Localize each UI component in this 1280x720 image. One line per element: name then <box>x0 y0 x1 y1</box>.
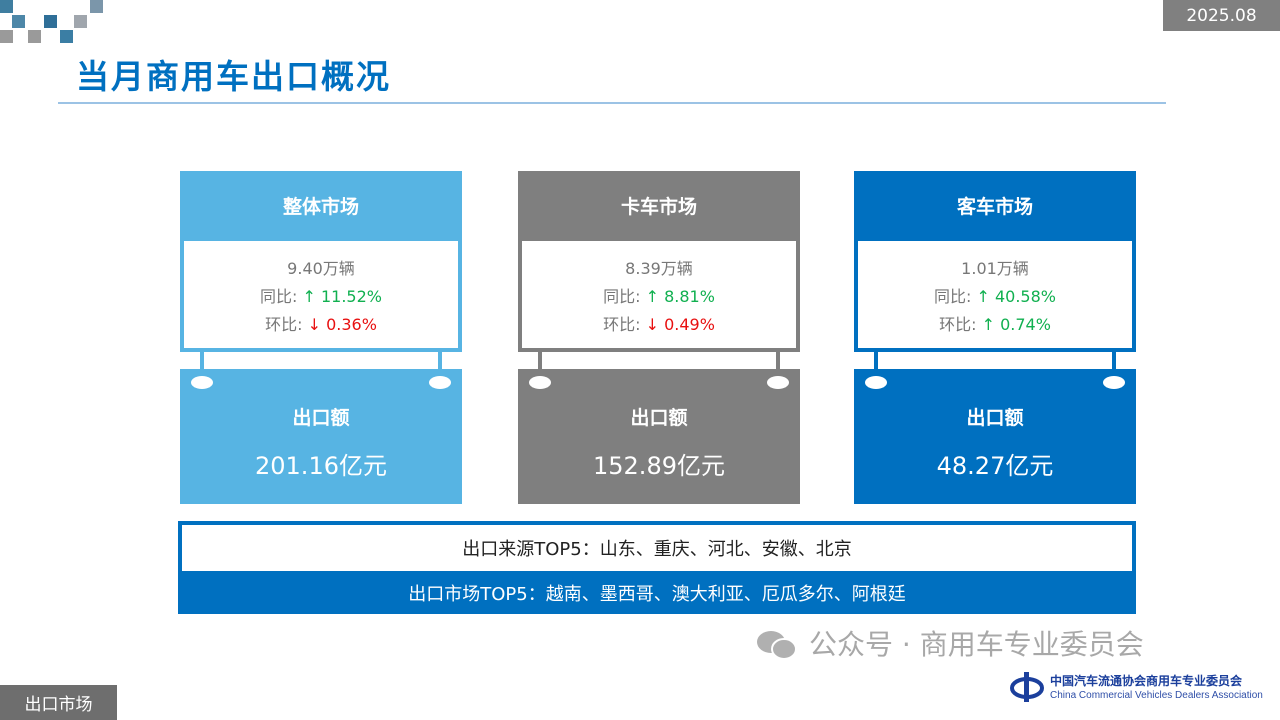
mom-row: 环比: ↓ 0.36% <box>265 311 377 339</box>
logo-en: China Commercial Vehicles Dealers Associ… <box>1050 690 1263 701</box>
amount-label: 出口额 <box>292 407 350 429</box>
wechat-icon <box>757 631 797 660</box>
watermark: 公众号 · 商用车专业委员会 <box>755 628 1144 662</box>
amount-label: 出口额 <box>630 407 688 429</box>
decor-square <box>90 0 103 13</box>
decor-square <box>60 30 73 43</box>
card-stats: 8.39万辆 同比: ↑ 8.81% 环比: ↓ 0.49% <box>518 237 800 352</box>
yoy-value: 40.58% <box>994 287 1056 306</box>
logo-cn: 中国汽车流通协会商用车专业委员会 <box>1050 674 1243 688</box>
mom-label: 环比: <box>265 315 303 334</box>
sales-volume: 9.40万辆 <box>287 259 355 278</box>
yoy-row: 同比: ↑ 8.81% <box>603 283 715 311</box>
yoy-row: 同比: ↑ 40.58% <box>934 283 1056 311</box>
page-title: 当月商用车出口概况 <box>76 57 391 96</box>
export-amount-panel: 出口额 201.16亿元 <box>180 369 462 504</box>
card-header: 客车市场 <box>854 171 1136 239</box>
decor-square <box>0 0 13 13</box>
market-card: 卡车市场 8.39万辆 同比: ↑ 8.81% 环比: ↓ 0.49% 出口额 … <box>518 171 800 504</box>
market-card: 客车市场 1.01万辆 同比: ↑ 40.58% 环比: ↑ 0.74% 出口额… <box>854 171 1136 504</box>
watermark-text: 公众号 · 商用车专业委员会 <box>809 628 1144 661</box>
sales-volume: 8.39万辆 <box>625 259 693 278</box>
decor-square <box>12 15 25 28</box>
arrow-down-icon: ↓ <box>307 315 321 334</box>
amount-value: 48.27亿元 <box>936 452 1054 480</box>
connector <box>538 352 542 374</box>
date-badge: 2025.08 <box>1163 0 1280 31</box>
yoy-label: 同比: <box>259 287 298 306</box>
arrow-down-icon: ↓ <box>645 315 659 334</box>
mom-label: 环比: <box>603 315 641 334</box>
arrow-up-icon: ↑ <box>645 287 659 306</box>
arrow-up-icon: ↑ <box>302 287 316 306</box>
section-label: 出口市场 <box>0 685 117 720</box>
card-stats: 1.01万辆 同比: ↑ 40.58% 环比: ↑ 0.74% <box>854 237 1136 352</box>
hole-icon <box>191 376 213 389</box>
decor-square <box>0 30 13 43</box>
mom-value: 0.74% <box>1000 315 1051 334</box>
yoy-label: 同比: <box>603 287 641 306</box>
connector <box>874 352 878 374</box>
connector <box>200 352 204 374</box>
source-top5: 出口来源TOP5：山东、重庆、河北、安徽、北京 <box>181 524 1133 572</box>
association-emblem-icon <box>1010 672 1044 702</box>
connector <box>1112 352 1116 374</box>
title-divider <box>58 102 1166 104</box>
hole-icon <box>767 376 789 389</box>
connector <box>438 352 442 374</box>
hole-icon <box>529 376 551 389</box>
card-header: 卡车市场 <box>518 171 800 239</box>
yoy-label: 同比: <box>933 287 972 306</box>
mom-label: 环比: <box>939 315 977 334</box>
export-amount-panel: 出口额 152.89亿元 <box>518 369 800 504</box>
card-stats: 9.40万辆 同比: ↑ 11.52% 环比: ↓ 0.36% <box>180 237 462 352</box>
amount-value: 201.16亿元 <box>255 452 387 480</box>
decor-square <box>28 30 41 43</box>
mom-row: 环比: ↓ 0.49% <box>603 311 715 339</box>
yoy-value: 8.81% <box>664 287 715 306</box>
mom-value: 0.49% <box>664 315 715 334</box>
top5-panel: 出口来源TOP5：山东、重庆、河北、安徽、北京 出口市场TOP5：越南、墨西哥、… <box>178 521 1136 614</box>
association-logo: 中国汽车流通协会商用车专业委员会 China Commercial Vehicl… <box>1010 670 1263 706</box>
hole-icon <box>865 376 887 389</box>
decor-square <box>74 15 87 28</box>
arrow-up-icon: ↑ <box>976 287 990 306</box>
export-amount-panel: 出口额 48.27亿元 <box>854 369 1136 504</box>
decor-square <box>44 15 57 28</box>
market-card: 整体市场 9.40万辆 同比: ↑ 11.52% 环比: ↓ 0.36% 出口额… <box>180 171 462 504</box>
mom-row: 环比: ↑ 0.74% <box>939 311 1051 339</box>
amount-value: 152.89亿元 <box>593 452 725 480</box>
yoy-value: 11.52% <box>320 287 382 306</box>
connector <box>776 352 780 374</box>
hole-icon <box>429 376 451 389</box>
market-top5: 出口市场TOP5：越南、墨西哥、澳大利亚、厄瓜多尔、阿根廷 <box>408 584 906 605</box>
hole-icon <box>1103 376 1125 389</box>
sales-volume: 1.01万辆 <box>961 259 1029 278</box>
arrow-up-icon: ↑ <box>981 315 995 334</box>
card-header: 整体市场 <box>180 171 462 239</box>
yoy-row: 同比: ↑ 11.52% <box>260 283 382 311</box>
mom-value: 0.36% <box>326 315 377 334</box>
amount-label: 出口额 <box>966 407 1024 429</box>
